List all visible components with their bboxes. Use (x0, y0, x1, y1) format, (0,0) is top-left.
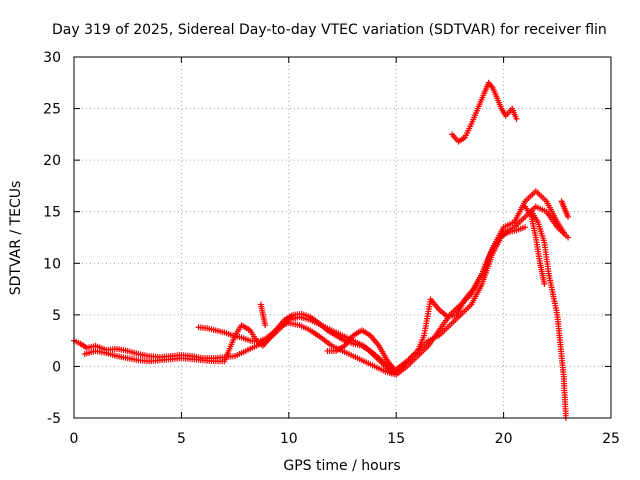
tick-layer (73, 56, 612, 419)
x-tick-label: 0 (70, 431, 79, 447)
y-tick-label: 15 (43, 205, 61, 221)
series-trace-i (257, 301, 269, 329)
data-point (565, 213, 572, 220)
data-point (522, 224, 529, 231)
y-tick-label: 0 (52, 359, 61, 375)
x-tick-labels: 0 5 10 15 20 25 (70, 431, 620, 447)
series-trace-b (81, 188, 567, 378)
x-axis-label: GPS time / hours (283, 458, 400, 474)
data-point (262, 322, 269, 329)
x-tick-label: 25 (602, 431, 620, 447)
y-tick-label: 30 (43, 50, 61, 66)
plot-frame (73, 56, 612, 419)
grid-layer (74, 57, 611, 418)
data-layer (71, 79, 572, 421)
x-tick-label: 20 (495, 431, 513, 447)
series-trace-c (195, 224, 529, 375)
series-trace-e (449, 79, 520, 145)
data-point (393, 368, 400, 375)
chart-title: Day 319 of 2025, Sidereal Day-to-day VTE… (52, 22, 607, 38)
series-trace-g (522, 203, 548, 287)
series-trace-f (528, 208, 569, 421)
series-trace-h (558, 198, 572, 220)
series-trace-a (71, 203, 572, 377)
y-axis-label: SDTVAR / TECUs (8, 181, 24, 296)
y-tick-label: 25 (43, 102, 61, 118)
y-tick-label: -5 (47, 411, 61, 427)
y-tick-label: 20 (43, 153, 61, 169)
data-point (513, 115, 520, 122)
x-tick-label: 5 (177, 431, 186, 447)
data-point (565, 234, 572, 241)
x-tick-label: 10 (280, 431, 298, 447)
series-trace-d (324, 327, 400, 375)
data-point (541, 280, 548, 287)
y-tick-label: 10 (43, 256, 61, 272)
x-tick-label: 15 (387, 431, 405, 447)
y-tick-label: 5 (52, 308, 61, 324)
data-point (560, 229, 567, 236)
y-tick-labels: -5 0 5 10 15 20 25 30 (43, 50, 61, 427)
